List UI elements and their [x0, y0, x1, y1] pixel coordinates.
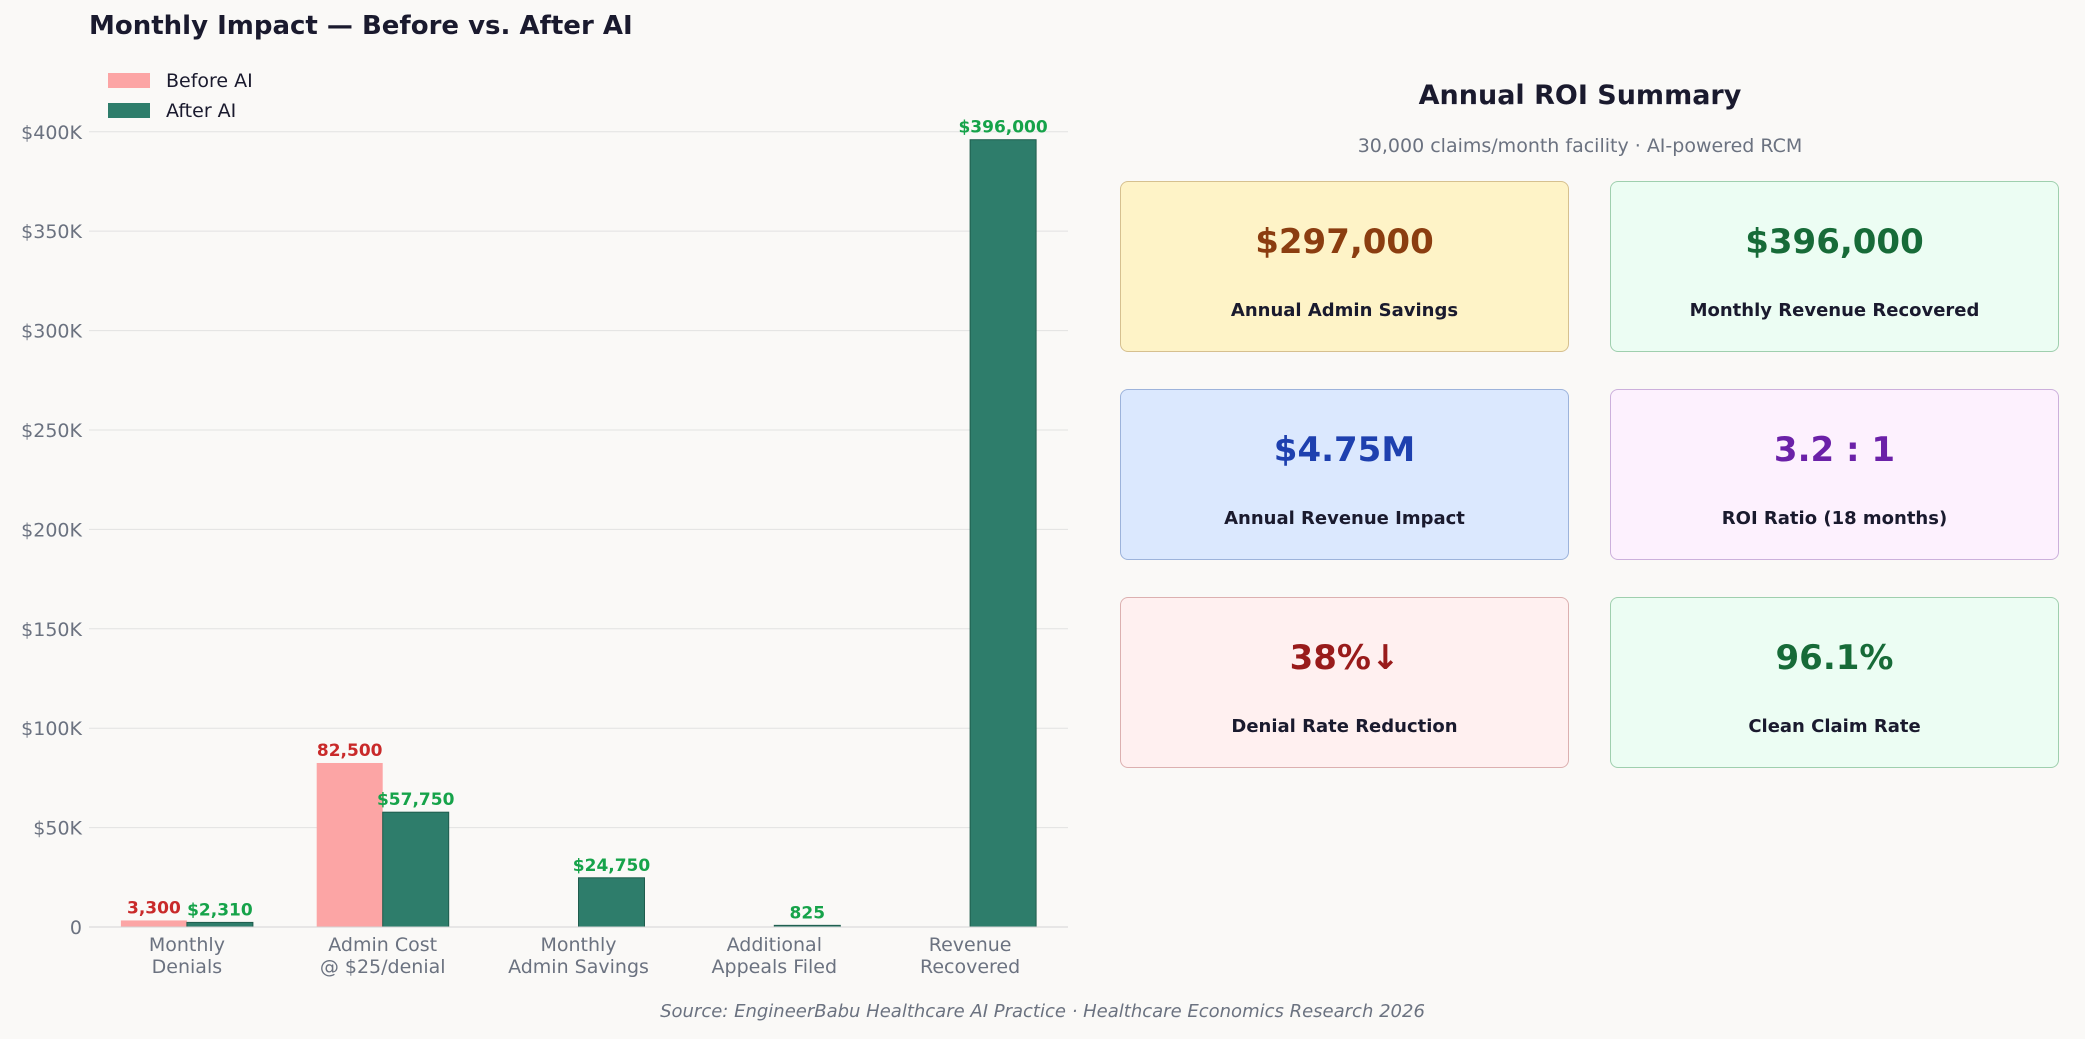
roi-card-label: Monthly Revenue Recovered [1689, 300, 1980, 321]
roi-card-label: Denial Rate Reduction [1231, 716, 1458, 737]
roi-card-label: ROI Ratio (18 months) [1721, 508, 1948, 529]
x-tick-label: Denials [152, 956, 222, 978]
y-tick-label: $300K [21, 321, 82, 343]
roi-card-value: $297,000 [1255, 222, 1434, 262]
chart-title: Monthly Impact — Before vs. After AI [89, 11, 633, 41]
bar-after-ai [186, 921, 254, 928]
roi-card-value: 96.1% [1775, 638, 1894, 678]
x-tick-label: Appeals Filed [712, 956, 838, 978]
legend-swatch [108, 73, 150, 88]
x-tick-label: Monthly [540, 934, 616, 956]
roi-subtitle: 30,000 claims/month facility · AI-powere… [1357, 135, 1803, 157]
source-footer: Source: EngineerBabu Healthcare AI Pract… [660, 1001, 1425, 1022]
data-label: 825 [790, 903, 826, 923]
roi-card-clean-claim-rate: 96.1% Clean Claim Rate [1610, 597, 2059, 768]
data-label: $24,750 [573, 856, 651, 876]
data-label: 82,500 [317, 741, 383, 761]
roi-card-denial-reduction: 38%↓ Denial Rate Reduction [1120, 597, 1569, 768]
y-tick-label: $150K [21, 619, 82, 641]
roi-card-label: Annual Admin Savings [1230, 300, 1459, 321]
roi-card-value: 38%↓ [1289, 638, 1400, 678]
roi-card-label: Annual Revenue Impact [1224, 508, 1465, 529]
roi-card-revenue-impact: $4.75M Annual Revenue Impact [1120, 389, 1569, 560]
bar-before-ai [120, 920, 187, 927]
x-tick-label: Revenue [929, 934, 1012, 956]
roi-card-revenue-recovered: $396,000 Monthly Revenue Recovered [1610, 181, 2059, 352]
roi-card-label: Clean Claim Rate [1748, 716, 1921, 737]
x-tick-label: Admin Cost [328, 934, 437, 956]
roi-summary-panel: Annual ROI Summary 30,000 claims/month f… [1098, 0, 2085, 1039]
roi-card-value: $396,000 [1745, 222, 1924, 262]
bar-after-ai [382, 811, 450, 928]
roi-card-value: $4.75M [1273, 430, 1416, 470]
x-tick-label: Admin Savings [508, 956, 649, 978]
y-tick-label: $50K [33, 818, 82, 840]
bar-after-ai [969, 139, 1037, 928]
y-tick-label: $200K [21, 519, 82, 541]
bar-before-ai [316, 762, 383, 927]
y-tick-label: $250K [21, 420, 82, 442]
roi-title: Annual ROI Summary [1418, 80, 1742, 111]
data-label: $2,310 [187, 900, 253, 920]
legend-label: Before AI [166, 70, 253, 92]
legend-swatch [108, 103, 150, 118]
bar-after-ai [578, 877, 645, 928]
bar-chart: Monthly Impact — Before vs. After AI 0 $50… [21, 11, 1068, 978]
roi-card-admin-savings: $297,000 Annual Admin Savings [1120, 181, 1569, 352]
data-label: $57,750 [377, 790, 455, 810]
y-tick-label: $400K [21, 122, 82, 144]
x-tick-label: Additional [727, 934, 822, 956]
x-tick-label: Recovered [920, 956, 1020, 978]
x-tick-label: @ $25/denial [320, 956, 446, 978]
data-label: 3,300 [127, 898, 181, 918]
y-tick-label: 0 [70, 917, 82, 939]
roi-card-roi-ratio: 3.2 : 1 ROI Ratio (18 months) [1610, 389, 2059, 560]
roi-card-value: 3.2 : 1 [1773, 430, 1896, 470]
x-tick-label: Monthly [149, 934, 225, 956]
y-tick-label: $350K [21, 221, 82, 243]
data-label: $396,000 [958, 118, 1047, 138]
legend-label: After AI [166, 100, 236, 122]
y-tick-label: $100K [21, 718, 82, 740]
